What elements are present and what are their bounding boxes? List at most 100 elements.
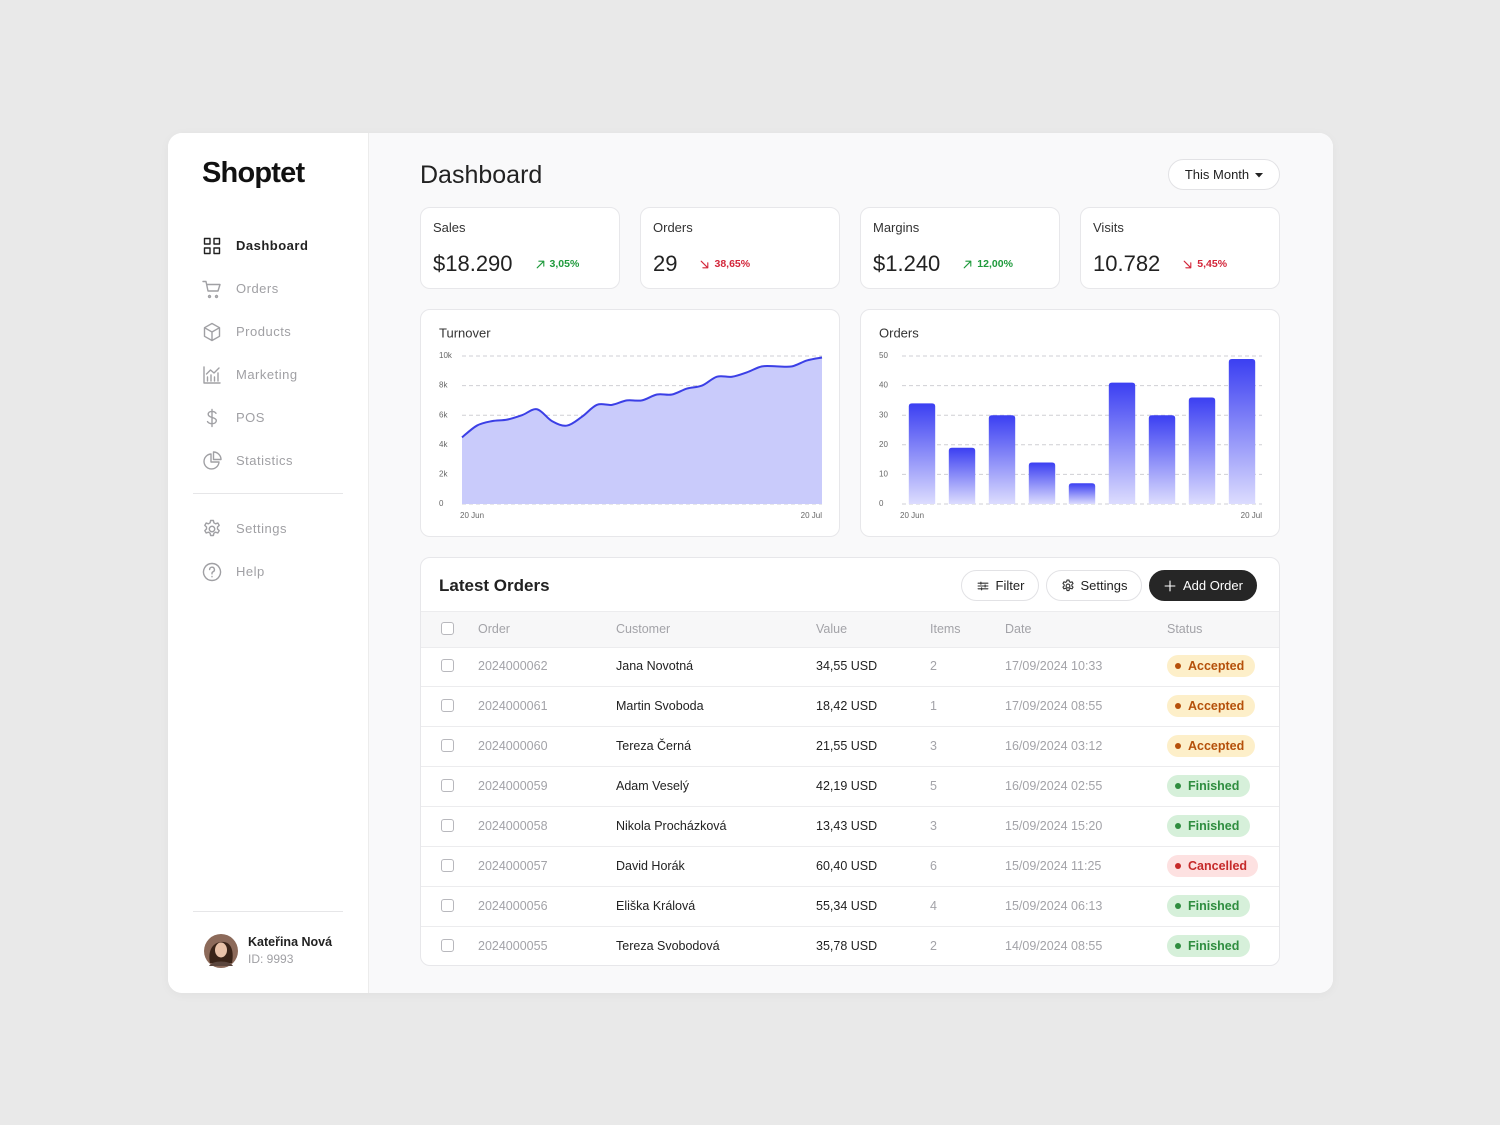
cell-order: 2024000056 <box>478 899 548 913</box>
sidebar: Shoptet Dashboard Orders Products Marketing P… <box>168 133 369 993</box>
cell-customer: Martin Svoboda <box>616 699 704 713</box>
trend-arrow <box>1183 260 1192 268</box>
nav-icon-path <box>203 451 222 470</box>
nav-item[interactable]: POS <box>193 402 343 434</box>
line <box>461 356 823 439</box>
cell-customer: Eliška Králová <box>616 899 696 913</box>
nav-item[interactable]: Marketing <box>193 359 343 391</box>
cell-order: 2024000061 <box>478 699 548 713</box>
row-checkbox[interactable] <box>441 659 454 672</box>
period-select[interactable]: This Month <box>1168 159 1280 190</box>
kpi-value: 29 <box>653 251 678 276</box>
cell-order: 2024000055 <box>478 939 548 953</box>
table-action-button[interactable]: Settings <box>1046 570 1142 601</box>
kpi-change-value: 38,65% <box>714 258 751 270</box>
orders-table-card: Latest Orders Filter Settings Add Order Orde… <box>420 557 1280 966</box>
select-all-checkbox[interactable] <box>441 622 454 635</box>
column-header: Items <box>930 622 961 636</box>
trend-arrow-path <box>536 260 544 268</box>
status-badge: Finished <box>1167 935 1251 957</box>
row-checkbox[interactable] <box>441 739 454 752</box>
logo: Shoptet <box>202 157 305 189</box>
cell-customer: Adam Veselý <box>616 779 689 793</box>
row-divider <box>421 766 1279 767</box>
user-id: ID: 9993 <box>248 952 294 966</box>
cell-customer: Tereza Svobodová <box>616 939 720 953</box>
cell-value: 34,55 USD <box>816 659 878 673</box>
y-tick-label: 8k <box>439 381 448 390</box>
status-dot <box>1175 903 1181 909</box>
nav-label: Marketing <box>236 367 298 382</box>
cell-order: 2024000057 <box>478 859 548 873</box>
row-checkbox[interactable] <box>441 859 454 872</box>
y-tick-label: 10 <box>879 470 888 479</box>
kpi-card: Visits 10.782 5,45% <box>1080 207 1280 289</box>
bar <box>1068 483 1096 504</box>
kpi-row: 10.782 5,45% <box>1093 250 1227 278</box>
cell-date: 15/09/2024 06:13 <box>1005 899 1103 913</box>
nav-label: Products <box>236 324 292 339</box>
x-tick-label: 20 Jul <box>801 511 823 520</box>
kpi-change: 5,45% <box>1182 258 1227 270</box>
cell-order: 2024000058 <box>478 819 548 833</box>
nav-icon-path <box>202 280 221 299</box>
table-action-button[interactable]: Filter <box>961 570 1039 601</box>
table-action-button[interactable]: Add Order <box>1149 570 1257 601</box>
cell-date: 16/09/2024 02:55 <box>1005 779 1103 793</box>
bar <box>1028 462 1056 504</box>
status-dot <box>1175 783 1181 789</box>
x-tick-label: 20 Jun <box>460 511 484 520</box>
chart-title: Turnover <box>439 325 491 340</box>
nav-item[interactable]: Products <box>193 316 343 348</box>
row-checkbox[interactable] <box>441 939 454 952</box>
y-tick-label: 30 <box>879 410 888 419</box>
status-badge: Accepted <box>1167 655 1256 677</box>
nav-item[interactable]: Statistics <box>193 445 343 477</box>
chart: Turnover 0 2k 4k 6k 8k 10k 20 Jun 20 Jul <box>439 325 823 520</box>
kpi-row: $18.290 3,05% <box>433 250 579 278</box>
nav-icon-path <box>203 366 221 384</box>
kpi-card: Sales $18.290 3,05% <box>420 207 620 289</box>
row-checkbox[interactable] <box>441 899 454 912</box>
nav-label: Settings <box>236 521 287 536</box>
status-dot <box>1175 943 1181 949</box>
nav-item[interactable]: Dashboard <box>193 230 343 262</box>
nav-icon <box>203 237 221 255</box>
kpi-change-value: 3,05% <box>549 258 580 270</box>
cell-items: 5 <box>930 779 937 793</box>
bar <box>1228 358 1256 504</box>
avatar <box>204 934 238 968</box>
nav-label: POS <box>236 410 265 425</box>
button-label: Add Order <box>1183 578 1243 593</box>
nav-item[interactable]: Orders <box>193 273 343 305</box>
avatar-body <box>209 961 233 966</box>
nav-item[interactable]: Settings <box>193 513 343 545</box>
period-label: This Month <box>1184 167 1250 182</box>
y-tick-label: 0 <box>879 499 884 508</box>
row-checkbox[interactable] <box>441 779 454 792</box>
column-header: Date <box>1005 622 1032 636</box>
cell-value: 35,78 USD <box>816 939 878 953</box>
nav-icon <box>206 408 217 428</box>
bar <box>988 415 1016 504</box>
button-label: Filter <box>995 578 1025 593</box>
row-checkbox[interactable] <box>441 699 454 712</box>
cell-customer: Tereza Černá <box>616 739 692 753</box>
kpi-label: Orders <box>653 220 693 235</box>
button-icon <box>1061 578 1074 591</box>
y-tick-label: 6k <box>439 410 448 419</box>
status-badge: Accepted <box>1167 695 1256 717</box>
button-icon <box>1164 580 1176 591</box>
cell-items: 6 <box>930 859 937 873</box>
row-checkbox[interactable] <box>441 819 454 832</box>
cell-value: 13,43 USD <box>816 819 878 833</box>
trend-arrow-path <box>701 260 709 268</box>
kpi-row: $1.240 12,00% <box>873 250 1013 278</box>
nav-label: Dashboard <box>236 238 309 253</box>
nav-item[interactable]: Help <box>193 556 343 588</box>
caret-path <box>1255 172 1264 177</box>
cell-date: 15/09/2024 11:25 <box>1005 859 1102 873</box>
x-tick-label: 20 Jul <box>1241 511 1263 520</box>
kpi-change-value: 5,45% <box>1197 258 1228 270</box>
nav-icon <box>203 366 221 384</box>
